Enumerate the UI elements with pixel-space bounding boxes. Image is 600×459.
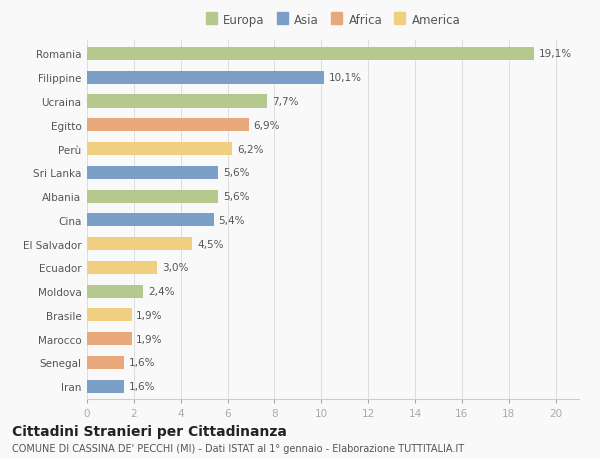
Bar (87, 214, 214, 227)
Text: Cittadini Stranieri per Cittadinanza: Cittadini Stranieri per Cittadinanza (12, 425, 287, 438)
Bar (87, 308, 131, 322)
Bar (87, 237, 193, 251)
Bar (87, 380, 124, 393)
Text: 5,4%: 5,4% (218, 215, 245, 225)
Bar (87, 143, 232, 156)
Bar (87, 48, 535, 61)
Text: COMUNE DI CASSINA DE' PECCHI (MI) - Dati ISTAT al 1° gennaio - Elaborazione TUTT: COMUNE DI CASSINA DE' PECCHI (MI) - Dati… (12, 443, 464, 453)
Legend: Europa, Asia, Africa, America: Europa, Asia, Africa, America (203, 11, 463, 29)
Text: 1,6%: 1,6% (129, 381, 155, 391)
Text: 5,6%: 5,6% (223, 191, 250, 202)
Text: 3,0%: 3,0% (162, 263, 188, 273)
Text: 1,6%: 1,6% (129, 358, 155, 368)
Bar (87, 285, 143, 298)
Bar (87, 166, 218, 179)
Bar (87, 72, 323, 84)
Bar (87, 356, 124, 369)
Text: 10,1%: 10,1% (328, 73, 361, 83)
Text: 6,2%: 6,2% (237, 144, 263, 154)
Text: 5,6%: 5,6% (223, 168, 250, 178)
Text: 1,9%: 1,9% (136, 310, 163, 320)
Bar (87, 190, 218, 203)
Bar (87, 261, 157, 274)
Text: 19,1%: 19,1% (539, 50, 572, 59)
Text: 2,4%: 2,4% (148, 286, 175, 297)
Bar (87, 332, 131, 345)
Text: 4,5%: 4,5% (197, 239, 224, 249)
Text: 1,9%: 1,9% (136, 334, 163, 344)
Text: 6,9%: 6,9% (253, 121, 280, 130)
Bar (87, 95, 268, 108)
Text: 7,7%: 7,7% (272, 97, 299, 107)
Bar (87, 119, 248, 132)
